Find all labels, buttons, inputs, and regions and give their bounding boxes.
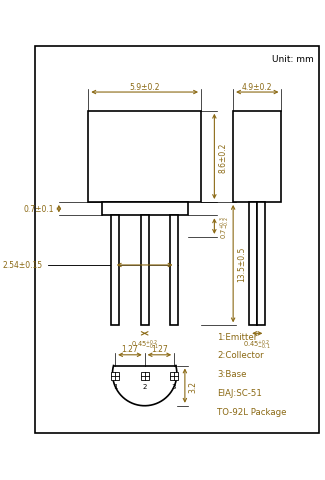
- Text: 2:Collector: 2:Collector: [217, 350, 264, 360]
- Text: 0.7$^{+0.3}_{-0.2}$: 0.7$^{+0.3}_{-0.2}$: [218, 215, 232, 238]
- Text: 0.7±0.1: 0.7±0.1: [23, 205, 54, 214]
- Text: 1.27: 1.27: [122, 345, 138, 354]
- Bar: [88, 111, 201, 203]
- Text: 2.54±0.15: 2.54±0.15: [3, 261, 43, 270]
- Bar: [170, 216, 178, 325]
- Text: 0.45$^{+0.2}_{-0.1}$: 0.45$^{+0.2}_{-0.1}$: [243, 337, 271, 351]
- Text: 2: 2: [142, 383, 147, 389]
- Bar: [170, 372, 178, 381]
- Bar: [141, 372, 149, 381]
- Text: Unit: mm: Unit: mm: [272, 55, 314, 64]
- Text: 3: 3: [172, 383, 176, 389]
- Bar: [111, 372, 119, 381]
- Bar: [102, 203, 188, 216]
- Text: EIAJ:SC-51: EIAJ:SC-51: [217, 388, 262, 397]
- Text: 0.45$^{+0.2}_{-0.1}$: 0.45$^{+0.2}_{-0.1}$: [131, 337, 159, 351]
- Bar: [257, 203, 265, 325]
- Text: 1:Emitter: 1:Emitter: [217, 332, 257, 341]
- Bar: [249, 203, 257, 325]
- Text: 3.2: 3.2: [189, 380, 198, 392]
- Text: 5.9±0.2: 5.9±0.2: [129, 83, 160, 92]
- Bar: [233, 111, 281, 203]
- Text: TO-92L Package: TO-92L Package: [217, 407, 287, 416]
- Text: 1: 1: [113, 383, 117, 389]
- Bar: [111, 216, 119, 325]
- Bar: [141, 216, 149, 325]
- Text: 3:Base: 3:Base: [217, 369, 247, 378]
- Text: 4.9±0.2: 4.9±0.2: [242, 83, 273, 92]
- Text: 8.6±0.2: 8.6±0.2: [218, 142, 227, 172]
- Text: 1.27: 1.27: [151, 345, 168, 354]
- Text: 13.5±0.5: 13.5±0.5: [237, 246, 246, 282]
